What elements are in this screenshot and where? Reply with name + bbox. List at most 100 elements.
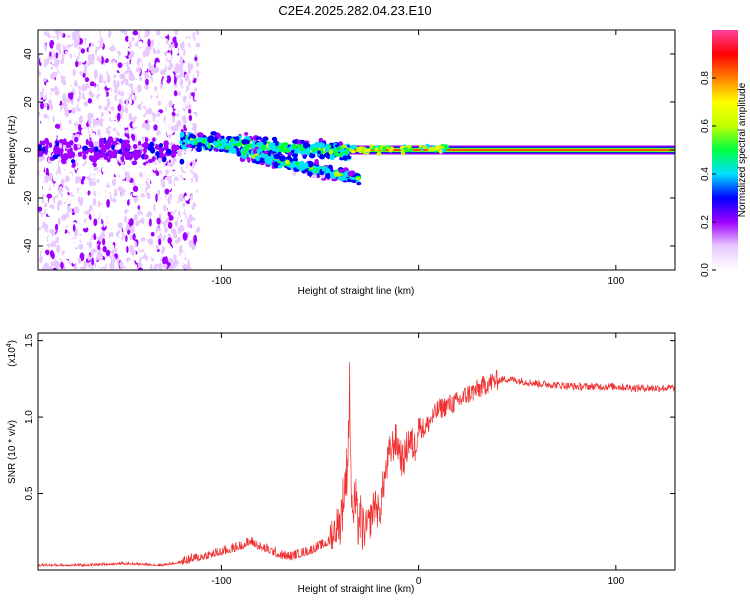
heatmap-cell <box>395 132 400 139</box>
heatmap-cell <box>273 161 278 168</box>
heatmap-cell <box>162 37 168 45</box>
heatmap-cell <box>179 110 185 117</box>
heatmap-cell <box>268 142 275 150</box>
heatmap-cell <box>189 199 193 205</box>
heatmap-cell <box>73 171 76 179</box>
heatmap-cell <box>165 113 170 121</box>
heatmap-cell <box>156 217 161 225</box>
heatmap-cell <box>39 45 45 54</box>
heatmap-cell <box>295 161 300 166</box>
heatmap-cell <box>150 43 153 50</box>
heatmap-cell <box>44 245 49 250</box>
heatmap-cell <box>72 224 76 232</box>
heatmap-cell <box>411 138 415 143</box>
heatmap-cell <box>96 152 102 158</box>
heatmap-cell <box>95 30 100 34</box>
heatmap-cell <box>132 122 136 128</box>
heatmap-cell <box>77 124 82 132</box>
heatmap-cell <box>84 77 90 83</box>
snr-y-tick-label: 0.5 <box>24 486 35 500</box>
heatmap-cell <box>110 209 116 216</box>
heatmap-cell <box>176 168 182 176</box>
heatmap-cell <box>201 119 206 126</box>
heatmap-cell <box>102 126 105 134</box>
heatmap-cell <box>168 258 174 263</box>
heatmap-cell <box>117 98 123 106</box>
heatmap-cell <box>124 122 129 129</box>
heatmap-cell <box>305 102 311 109</box>
heatmap-cell <box>135 253 140 263</box>
heatmap-cell <box>122 250 126 258</box>
heatmap-cell <box>52 267 57 270</box>
heatmap-cell <box>262 136 269 141</box>
heatmap-cell <box>187 174 191 179</box>
heatmap-cell <box>106 43 112 48</box>
heatmap-cell <box>93 118 96 128</box>
heatmap-cell <box>179 78 183 88</box>
heatmap-cell <box>182 30 189 36</box>
heatmap-cell <box>156 165 162 170</box>
heatmap-cell <box>422 170 426 175</box>
heatmap-cell <box>128 154 132 159</box>
heatmap-cell <box>330 168 334 173</box>
heatmap-cell <box>102 50 108 59</box>
heatmap-cell <box>296 149 300 154</box>
heatmap-cell <box>172 231 177 236</box>
heatmap-cell <box>75 60 79 68</box>
heatmap-cell <box>76 169 81 175</box>
heatmap-cell <box>129 225 135 234</box>
heatmap-cell <box>303 162 309 167</box>
heatmap-cell <box>44 31 48 36</box>
heatmap-cell <box>128 53 133 60</box>
heatmap-cell <box>158 119 163 127</box>
heatmap-cell <box>314 158 319 166</box>
heatmap-cell <box>180 90 184 96</box>
heatmap-cell <box>162 213 166 223</box>
heatmap-cell <box>158 147 164 153</box>
heatmap-cell <box>109 150 113 156</box>
heatmap-cell <box>108 30 112 38</box>
heatmap-cell <box>165 231 169 240</box>
heatmap-cell <box>326 172 331 179</box>
heatmap-cell <box>128 71 134 81</box>
heatmap-cell <box>48 236 53 244</box>
heatmap-cell <box>183 259 188 265</box>
heatmap-cell <box>176 237 182 242</box>
heatmap-cell <box>107 161 113 168</box>
heatmap-cell <box>72 68 76 77</box>
heatmap-cell <box>259 119 264 126</box>
heatmap-cell <box>118 186 123 192</box>
heatmap-cell <box>89 134 95 138</box>
heatmap-cell <box>95 86 99 94</box>
heatmap-cell <box>143 154 148 160</box>
heatmap-cell <box>124 94 130 99</box>
heatmap-cell <box>337 131 343 137</box>
heatmap-cell <box>56 236 59 242</box>
heatmap-cell <box>137 145 143 151</box>
heatmap-cell <box>444 146 450 151</box>
heatmap-cell <box>43 67 47 74</box>
heatmap-cell <box>118 196 123 205</box>
heatmap-cell <box>82 222 88 229</box>
heatmap-cell <box>39 91 44 98</box>
heatmap-cell <box>192 148 196 154</box>
heatmap-cell <box>167 183 172 191</box>
heatmap-cell <box>262 101 266 106</box>
heatmap-cell <box>264 156 271 163</box>
heatmap-cell <box>377 155 382 161</box>
heatmap-cell <box>168 214 174 221</box>
heatmap-cell <box>167 195 171 205</box>
heatmap-cell <box>303 191 307 196</box>
heatmap-cell <box>94 210 100 219</box>
heatmap-cell <box>77 196 81 203</box>
heatmap-cell <box>170 135 176 140</box>
heatmap-cell <box>118 233 123 238</box>
heatmap-cell <box>116 112 121 122</box>
heatmap-cell <box>112 197 117 204</box>
heatmap-cell <box>336 153 340 157</box>
heatmap-cell <box>50 182 54 190</box>
heatmap-cell <box>133 57 137 65</box>
heatmap-cell <box>80 64 84 73</box>
heatmap-cell <box>195 30 200 36</box>
